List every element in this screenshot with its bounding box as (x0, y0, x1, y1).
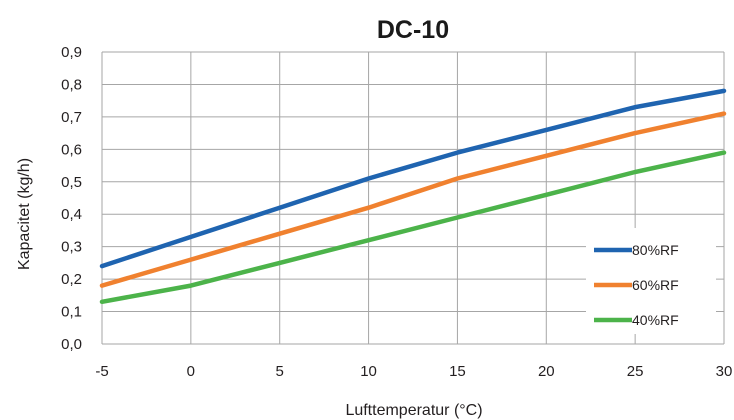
y-tick-label: 0,3 (61, 239, 82, 256)
y-tick-label: 0,2 (61, 271, 82, 288)
y-tick-label: 0,8 (61, 76, 82, 93)
x-tick-label: 30 (716, 363, 733, 380)
x-axis-ticks: -5 0 5 10 15 20 25 30 (95, 363, 732, 380)
x-tick-label: 15 (449, 363, 466, 380)
y-tick-label: 0,4 (61, 206, 82, 223)
legend-label: 60%RF (632, 277, 679, 293)
series-line-60rf (99, 111, 727, 288)
series-lines (99, 88, 727, 305)
x-tick-label: 25 (627, 363, 644, 380)
legend-label: 80%RF (632, 242, 679, 258)
series-line-40rf (99, 150, 727, 305)
x-tick-label: 0 (187, 363, 195, 380)
x-tick-label: 5 (276, 363, 284, 380)
chart-title: DC-10 (377, 16, 449, 44)
legend-box (586, 228, 716, 334)
y-tick-label: 0,6 (61, 141, 82, 158)
legend: 80%RF 60%RF 40%RF (586, 228, 716, 334)
y-tick-label: 0,9 (61, 44, 82, 61)
y-tick-label: 0,0 (61, 336, 82, 353)
y-tick-label: 0,1 (61, 304, 82, 321)
y-axis-label: Kapacitet (kg/h) (16, 158, 33, 270)
legend-label: 40%RF (632, 312, 679, 328)
series-line-80rf (99, 88, 727, 269)
x-tick-label: -5 (95, 363, 108, 380)
y-tick-label: 0,7 (61, 109, 82, 126)
x-axis-label: Lufttemperatur (°C) (345, 402, 482, 419)
x-tick-label: 10 (360, 363, 377, 380)
y-tick-label: 0,5 (61, 174, 82, 191)
grid (101, 51, 725, 345)
y-axis-ticks: 0,0 0,1 0,2 0,3 0,4 0,5 0,6 0,7 0,8 0,9 (61, 44, 82, 353)
x-tick-label: 20 (538, 363, 555, 380)
